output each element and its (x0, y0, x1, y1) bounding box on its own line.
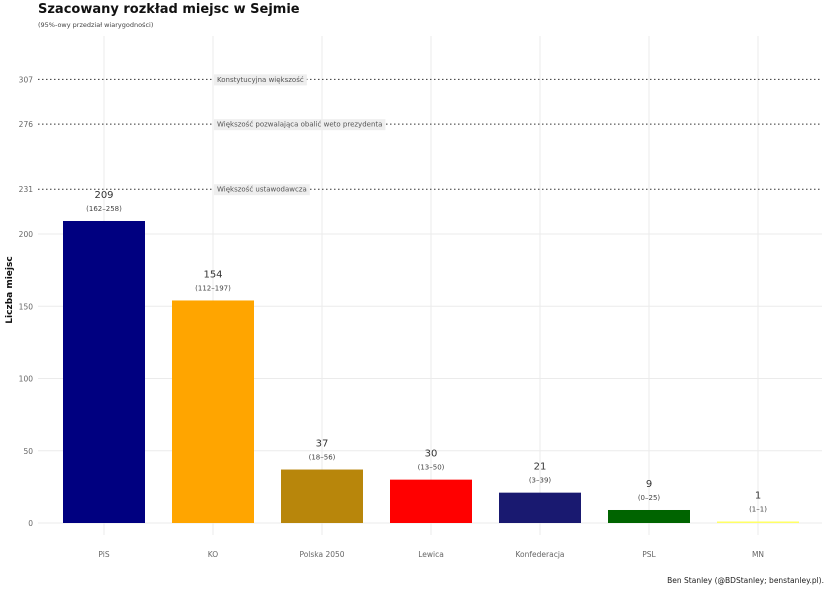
interval-label: (3–39) (529, 477, 552, 485)
interval-label: (112–197) (195, 284, 231, 292)
value-label: 154 (203, 269, 222, 280)
y-tick-label: 50 (23, 447, 33, 456)
x-tick-label: Polska 2050 (299, 550, 344, 559)
x-tick-label: PiS (98, 550, 109, 559)
bar-psl (608, 509, 690, 523)
bar-pis (63, 220, 145, 523)
x-tick-label: Lewica (418, 550, 444, 559)
reference-label-background (214, 74, 307, 86)
reference-line-label: Większość ustawodawcza (217, 186, 307, 194)
value-label: 37 (316, 439, 329, 450)
x-tick-label: Konfederacja (516, 550, 565, 559)
value-label: 209 (94, 190, 113, 201)
bar-ko (172, 300, 254, 523)
x-tick-label: PSL (642, 550, 656, 559)
chart-caption: Ben Stanley (@BDStanley; benstanley.pl). (667, 576, 824, 585)
reference-value-label: 307 (19, 75, 34, 84)
value-label: 9 (646, 479, 652, 490)
y-tick-label: 100 (19, 375, 34, 384)
reference-line-label: Większość pozwalająca obalić weto prezyd… (217, 121, 382, 129)
reference-value-label: 231 (19, 185, 34, 194)
reference-line-label: Konstytucyjna większość (217, 76, 304, 84)
y-tick-label: 0 (28, 519, 33, 528)
value-label: 1 (755, 491, 761, 502)
bar-mn (717, 521, 799, 523)
bar-lewica (390, 479, 472, 523)
interval-label: (162–258) (86, 205, 122, 213)
y-tick-label: 150 (19, 302, 34, 311)
reference-value-label: 276 (19, 120, 34, 129)
value-label: 21 (534, 462, 547, 473)
reference-label-background (214, 119, 386, 131)
interval-label: (1–1) (749, 506, 767, 514)
chart-title: Szacowany rozkład miejsc w Sejmie (38, 2, 300, 17)
chart-subtitle: (95%-owy przedział wiarygodności) (38, 21, 154, 29)
interval-label: (0–25) (638, 494, 661, 502)
value-label: 30 (425, 449, 438, 460)
interval-label: (18–56) (309, 454, 336, 462)
bar-konfederacja (499, 492, 581, 523)
x-tick-label: MN (752, 550, 764, 559)
bar-polska-2050 (281, 469, 363, 523)
interval-label: (13–50) (418, 464, 445, 472)
y-tick-label: 200 (19, 230, 34, 239)
reference-label-background (214, 184, 310, 196)
x-tick-label: KO (208, 550, 219, 559)
